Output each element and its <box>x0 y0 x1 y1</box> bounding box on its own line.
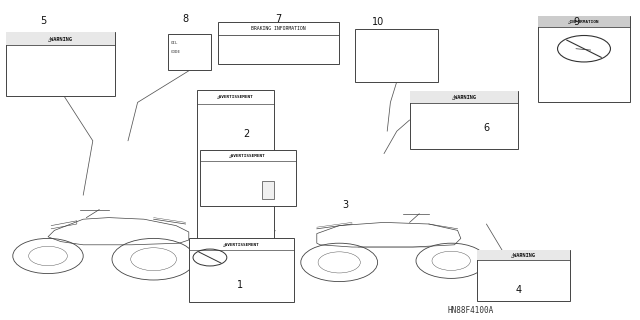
Bar <box>218 22 339 64</box>
Bar <box>197 90 274 246</box>
Text: △AVERTISSEMENT: △AVERTISSEMENT <box>223 242 260 246</box>
Bar <box>477 250 570 301</box>
Text: 10: 10 <box>371 17 384 28</box>
Bar <box>6 32 115 96</box>
Text: 6: 6 <box>483 123 490 133</box>
Text: HN88F4100A: HN88F4100A <box>447 306 493 315</box>
Bar <box>538 16 630 27</box>
Bar <box>168 34 211 70</box>
Bar <box>6 32 115 45</box>
Text: 7: 7 <box>275 14 282 24</box>
Text: △WARNING: △WARNING <box>511 252 536 258</box>
Text: △WARNING: △WARNING <box>451 95 477 100</box>
Bar <box>477 250 570 260</box>
Bar <box>410 91 518 103</box>
Text: 5: 5 <box>40 16 47 26</box>
Text: BRAKING INFORMATION: BRAKING INFORMATION <box>251 26 306 31</box>
Bar <box>200 150 296 206</box>
Text: 9: 9 <box>573 17 579 28</box>
Bar <box>538 16 630 102</box>
Bar <box>189 238 294 302</box>
Text: △AVERTISSEMENT: △AVERTISSEMENT <box>229 154 266 158</box>
Text: 8: 8 <box>182 14 189 24</box>
Text: OIL: OIL <box>171 41 179 45</box>
Text: 1: 1 <box>237 280 243 290</box>
Text: 2: 2 <box>243 129 250 140</box>
Text: 3: 3 <box>342 200 349 210</box>
Text: △AVERTISSEMENT: △AVERTISSEMENT <box>217 95 254 99</box>
Bar <box>262 180 274 199</box>
Text: 4: 4 <box>515 284 522 295</box>
Text: △WARNING: △WARNING <box>48 36 74 41</box>
Text: △INFORMATION: △INFORMATION <box>568 20 600 24</box>
Bar <box>410 91 518 149</box>
Bar <box>355 29 438 82</box>
Text: CODE: CODE <box>171 50 181 54</box>
